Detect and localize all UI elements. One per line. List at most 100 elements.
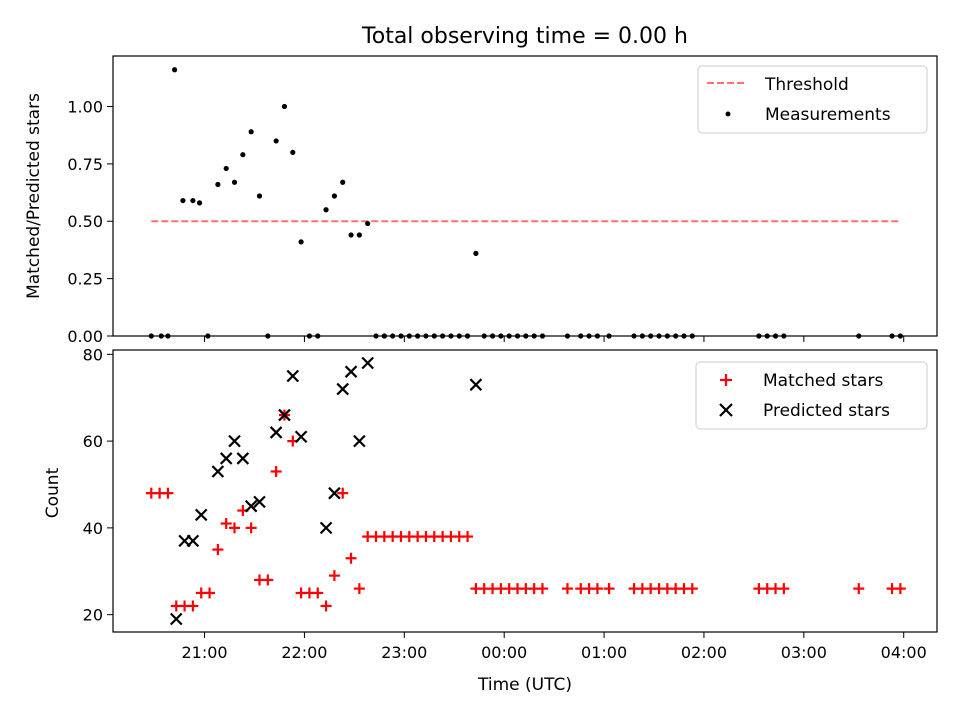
predicted-star-marker: [186, 534, 200, 548]
bottom-xtick-label: 00:00: [481, 643, 527, 662]
predicted-star-marker: [253, 495, 266, 509]
measurement-point: [356, 232, 362, 238]
predicted-star-marker: [328, 486, 341, 500]
top-plot: 0.00 0.25 0.50 0.75 1.00: [67, 67, 905, 346]
top-yticks: 0.00 0.25 0.50 0.75 1.00: [67, 97, 113, 346]
matched-star-marker: [312, 587, 324, 599]
top-axes-frame: [112, 55, 938, 337]
measurement-point: [473, 250, 479, 256]
bottom-xtick-label: 03:00: [781, 643, 827, 662]
matched-star-marker: [229, 522, 241, 534]
predicted-star-marker: [286, 369, 300, 383]
measurement-point: [215, 181, 221, 188]
bottom-plot: 20 40 60 80 21:00 22:00 23:00 00:00 01:00 02:00 0…: [83, 345, 927, 662]
predicted-star-marker: [278, 408, 291, 422]
predicted-star-marker: [336, 382, 349, 396]
bottom-matched-layer: [145, 409, 906, 612]
matched-star-marker: [245, 522, 257, 534]
measurement-point: [223, 165, 229, 172]
matched-star-marker: [353, 583, 365, 595]
bottom-legend-box: [695, 361, 928, 430]
matched-star-marker: [337, 487, 349, 499]
measurement-point: [365, 220, 371, 227]
matched-star-marker: [345, 552, 357, 564]
measurement-point: [340, 179, 346, 185]
top-ytick-label: 0.25: [67, 270, 103, 289]
predicted-star-marker: [269, 426, 283, 439]
matched-star-marker: [894, 583, 906, 595]
matched-star-marker: [591, 583, 603, 595]
measurement-point: [331, 193, 337, 199]
matched-star-marker: [162, 487, 174, 499]
matched-star-marker: [686, 583, 698, 595]
predicted-star-marker: [469, 378, 483, 391]
measurement-point: [240, 152, 246, 158]
matched-star-marker: [212, 544, 224, 556]
matched-legend-marker: [720, 374, 732, 386]
matched-star-marker: [853, 583, 865, 595]
bottom-ytick-label: 20: [83, 606, 103, 625]
top-ytick-label: 0.75: [67, 155, 103, 174]
bottom-xtick-label: 01:00: [581, 643, 627, 662]
matched-star-marker: [320, 600, 332, 612]
top-ytick-label: 1.00: [67, 97, 103, 116]
predicted-star-marker: [361, 356, 374, 370]
bottom-xtick-label: 04:00: [881, 643, 927, 662]
measurement-point: [281, 103, 288, 110]
predicted-star-marker: [228, 434, 241, 448]
top-ytick-label: 0.00: [67, 327, 103, 346]
bottom-ytick-label: 60: [83, 432, 103, 451]
bottom-x-axis-label: Time (UTC): [477, 675, 572, 695]
matched-star-marker: [262, 574, 274, 586]
bottom-ytick-label: 40: [83, 519, 103, 538]
measurements-legend-marker: [725, 111, 731, 117]
measurement-point: [273, 138, 279, 144]
top-y-axis-label: Matched/Predicted stars: [24, 93, 44, 299]
bottom-axes-frame: [112, 349, 938, 633]
matched-star-marker: [328, 570, 340, 582]
matched-star-marker: [220, 518, 232, 530]
measurement-point: [290, 149, 296, 155]
bottom-xtick-label: 22:00: [281, 643, 327, 662]
matched-star-marker: [462, 531, 474, 543]
predicted-star-marker: [294, 430, 308, 444]
top-points-layer: [148, 67, 903, 339]
bottom-xtick-label: 21:00: [182, 643, 228, 662]
threshold-legend-label: Threshold: [764, 75, 849, 95]
measurement-point: [248, 129, 254, 135]
top-legend-box: [697, 65, 928, 134]
matched-legend-label: Matched stars: [763, 371, 883, 391]
matched-star-marker: [187, 600, 199, 612]
matched-star-marker: [561, 583, 573, 595]
bottom-legend: Matched stars Predicted stars: [695, 361, 928, 430]
matched-star-marker: [778, 583, 790, 595]
top-legend: Threshold Measurements: [697, 65, 928, 134]
predicted-legend-marker: [719, 403, 733, 417]
measurement-point: [171, 67, 178, 73]
predicted-star-marker: [319, 521, 333, 535]
measurements-legend-label: Measurements: [765, 105, 891, 125]
bottom-xticks: 21:00 22:00 23:00 00:00 01:00 02:00 03:00 04:00: [182, 632, 927, 662]
predicted-legend-label: Predicted stars: [763, 401, 890, 421]
matched-star-marker: [270, 465, 282, 477]
predicted-star-marker: [194, 508, 208, 522]
measurement-point: [298, 239, 304, 245]
predicted-star-marker: [353, 434, 366, 448]
matched-star-marker: [536, 583, 548, 595]
measurement-point: [348, 232, 354, 238]
bottom-xtick-label: 02:00: [681, 643, 727, 662]
predicted-star-marker: [244, 499, 258, 513]
bottom-y-axis-label: Count: [43, 467, 63, 518]
predicted-star-marker: [211, 465, 225, 478]
bottom-yticks: 20 40 60 80: [83, 345, 113, 625]
matched-star-marker: [603, 583, 615, 595]
measurement-point: [196, 200, 203, 206]
measurement-point: [231, 179, 238, 185]
top-xticks: [204, 336, 905, 342]
predicted-star-marker: [344, 365, 358, 378]
matched-star-marker: [204, 587, 216, 599]
bottom-xtick-label: 23:00: [381, 643, 427, 662]
measurement-point: [323, 207, 329, 213]
bottom-predicted-layer: [169, 356, 483, 626]
